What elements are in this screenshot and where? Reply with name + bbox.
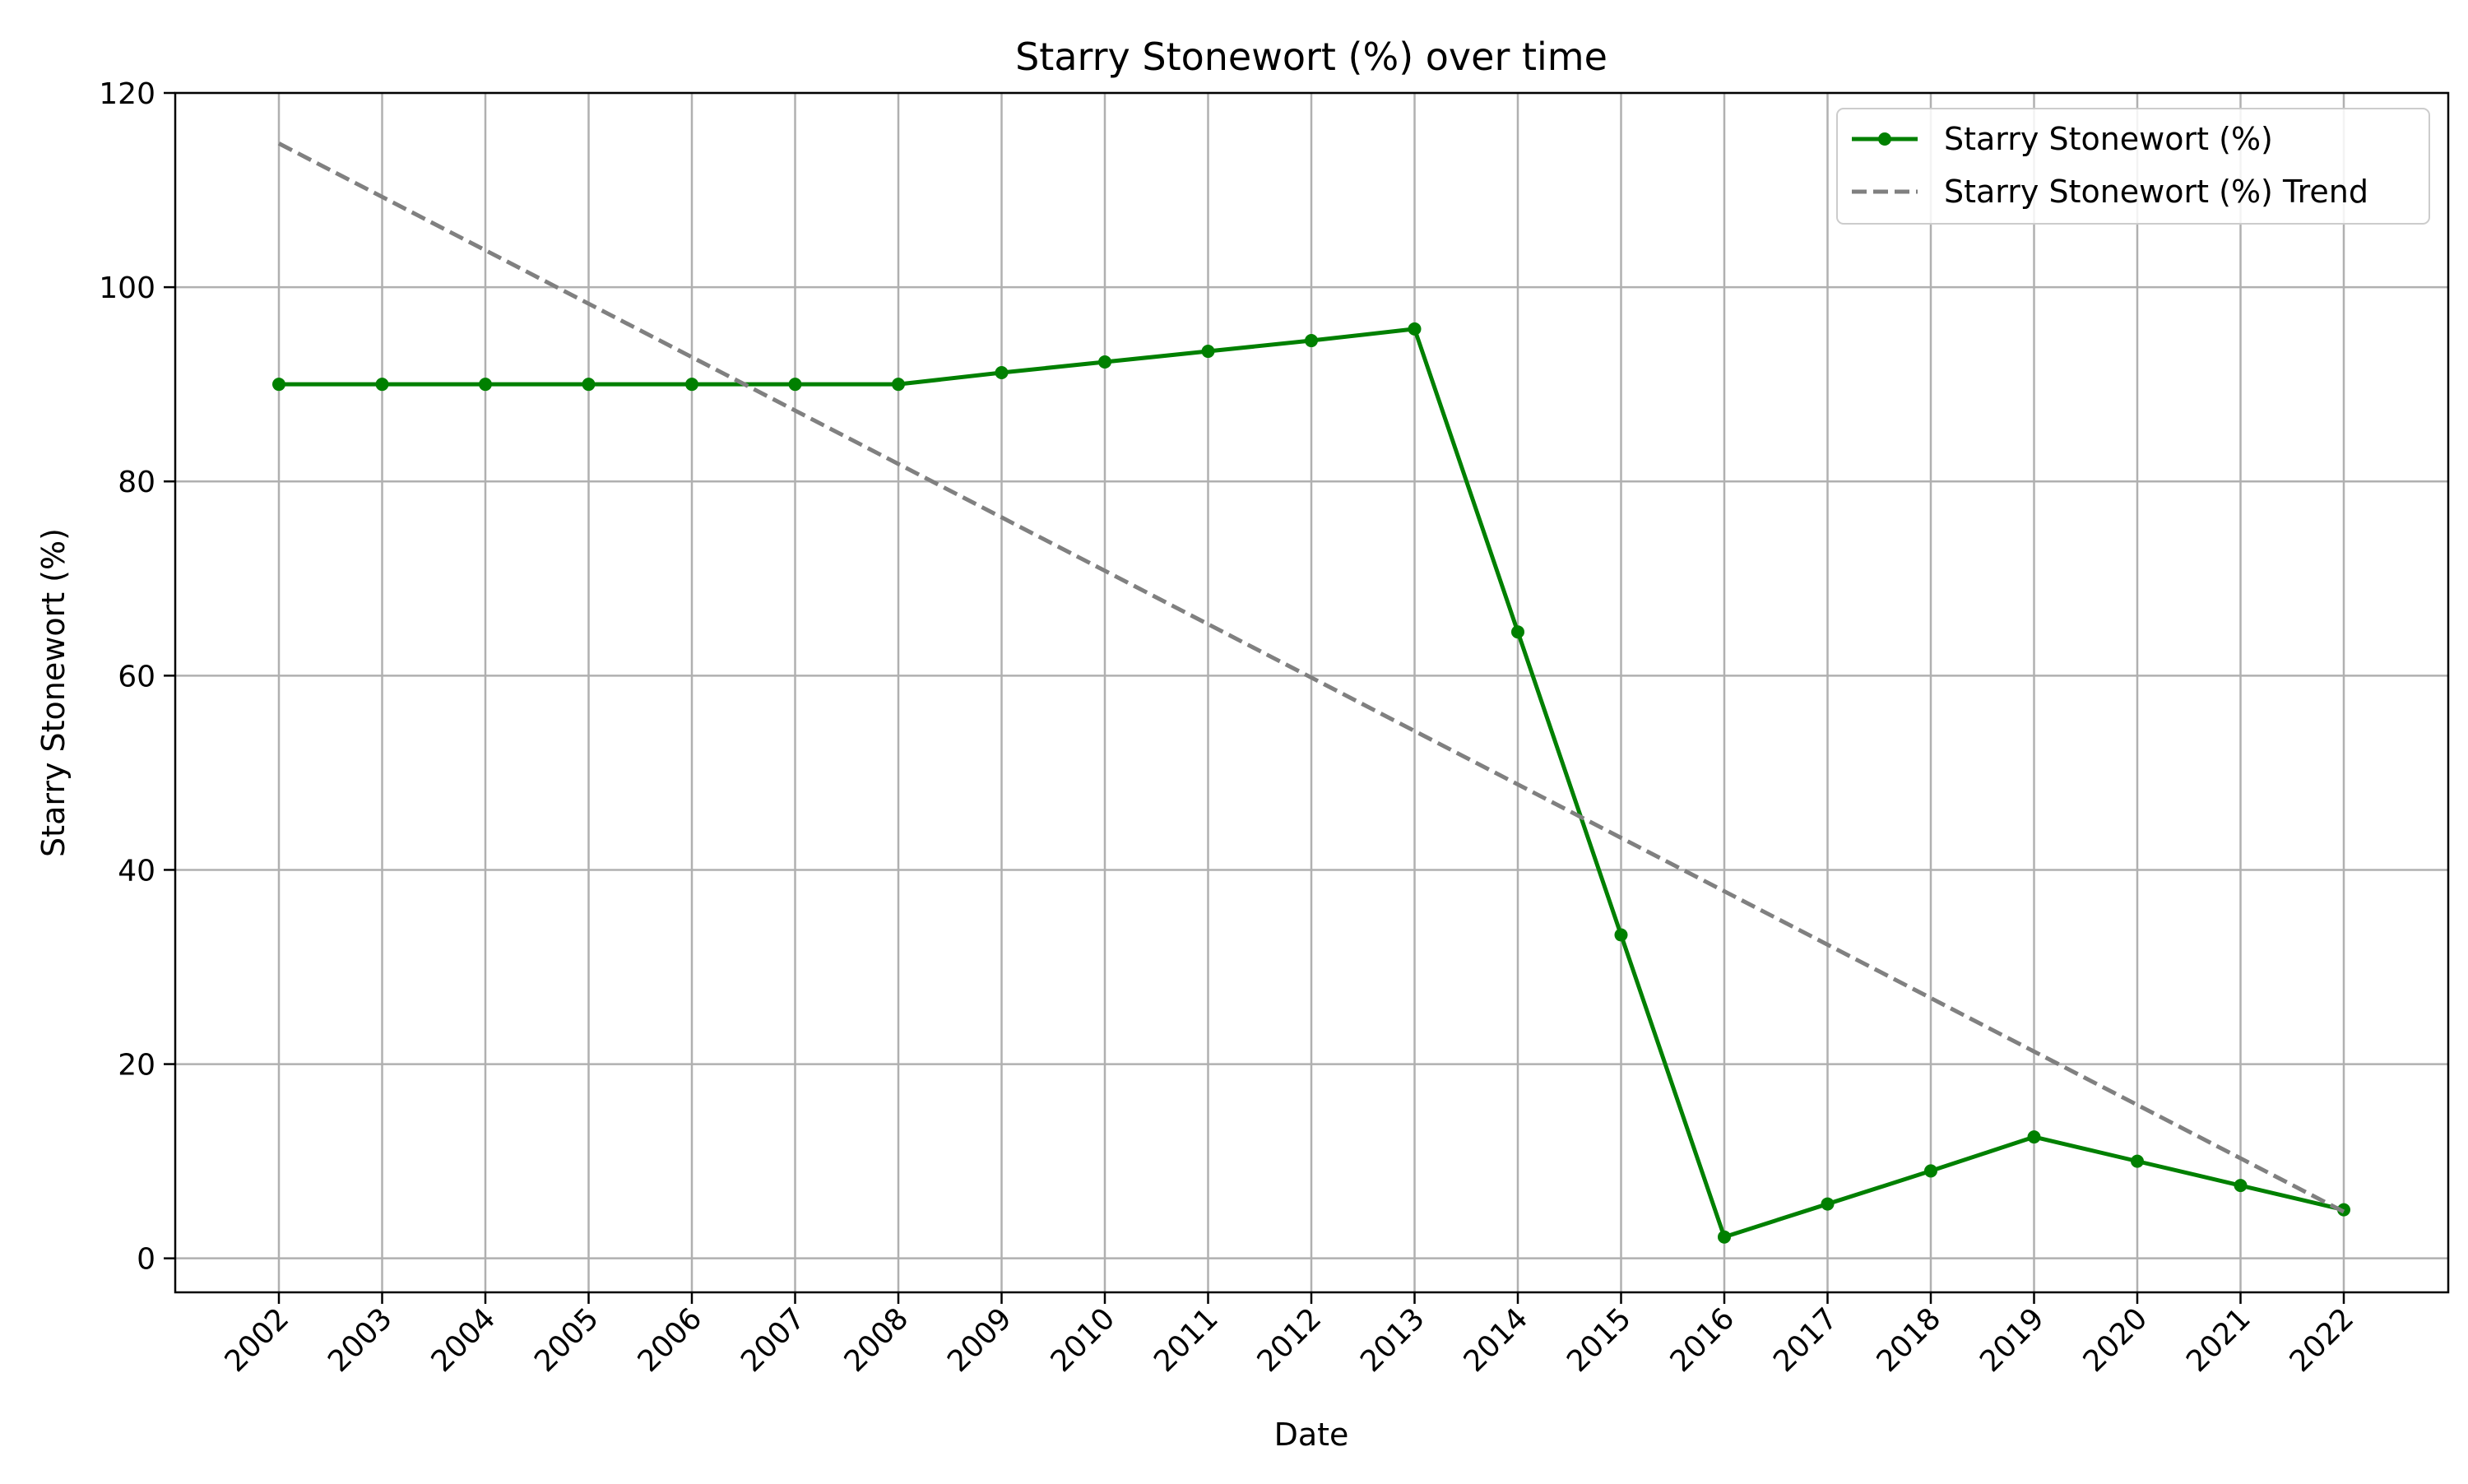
data-point xyxy=(1305,334,1318,348)
data-point xyxy=(2027,1130,2041,1144)
legend-label-observed: Starry Stonewort (%) xyxy=(1944,121,2273,157)
y-axis: 0 20 40 60 80 100 120 xyxy=(99,77,175,1277)
y-axis-label: Starry Stonewort (%) xyxy=(35,528,72,857)
y-tick-label: 120 xyxy=(99,77,155,111)
data-point xyxy=(1924,1164,1937,1178)
y-tick-label: 100 xyxy=(99,271,155,305)
data-point xyxy=(995,366,1009,380)
y-tick-label: 40 xyxy=(118,854,155,888)
data-point xyxy=(1201,345,1215,359)
data-point xyxy=(1511,625,1524,639)
data-point xyxy=(272,378,285,392)
data-point xyxy=(1098,355,1111,369)
data-point xyxy=(685,378,698,392)
data-point xyxy=(1614,928,1628,942)
legend-box xyxy=(1836,108,2430,225)
trend-series-line xyxy=(277,141,2345,1214)
y-tick-label: 20 xyxy=(118,1049,155,1083)
data-point xyxy=(375,378,389,392)
series-layer xyxy=(272,141,2350,1244)
data-point xyxy=(2234,1179,2248,1193)
x-axis-label: Date xyxy=(1274,1417,1349,1453)
data-point xyxy=(892,378,905,392)
y-tick-label: 60 xyxy=(118,660,155,693)
legend-marker-observed xyxy=(1878,132,1891,146)
legend-label-trend: Starry Stonewort (%) Trend xyxy=(1944,174,2368,210)
y-tick-label: 0 xyxy=(137,1243,155,1277)
data-point xyxy=(479,378,492,392)
data-point xyxy=(582,378,596,392)
data-point xyxy=(1821,1197,1835,1211)
y-tick-label: 80 xyxy=(118,466,155,499)
chart-title: Starry Stonewort (%) over time xyxy=(1015,35,1607,79)
legend: Starry Stonewort (%) Starry Stonewort (%… xyxy=(1836,108,2430,225)
data-point xyxy=(788,378,802,392)
data-point xyxy=(1718,1230,1731,1244)
data-point xyxy=(2131,1154,2144,1168)
data-point xyxy=(1408,322,1422,336)
